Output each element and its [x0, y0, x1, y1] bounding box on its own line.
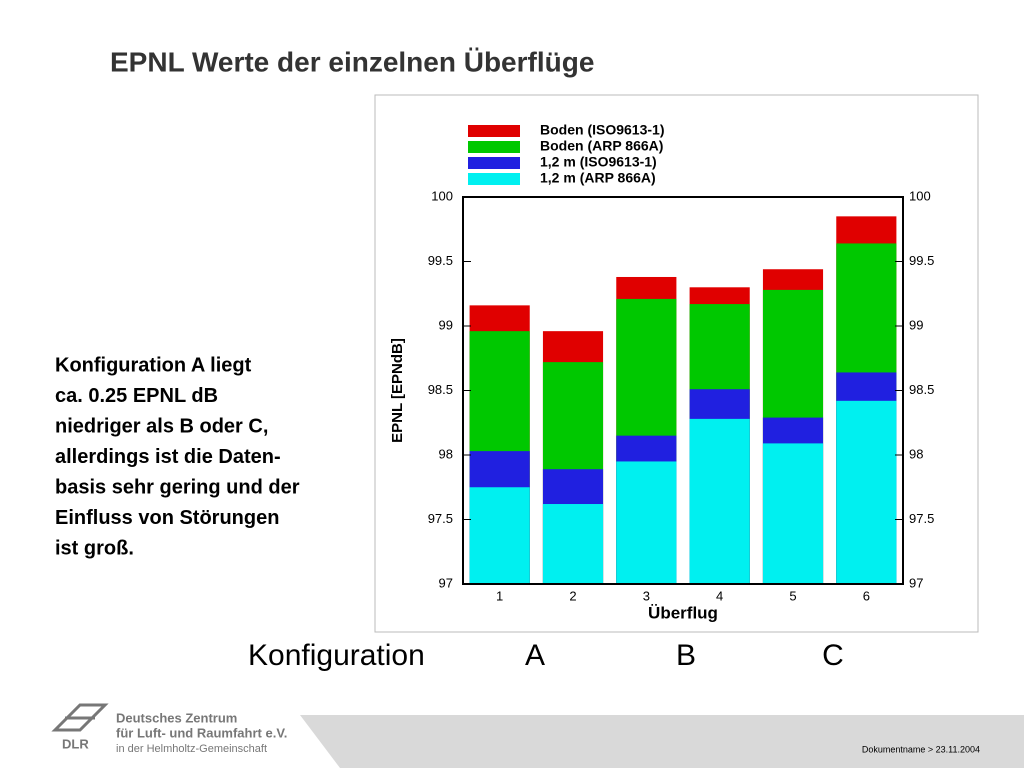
- x-axis-label: Überflug: [648, 603, 718, 622]
- y-tick-label: 98.5: [909, 382, 934, 397]
- legend-label: 1,2 m (ARP 866A): [540, 170, 656, 186]
- y-tick-label: 97: [909, 575, 923, 590]
- x-tick-label: 1: [496, 588, 503, 603]
- x-tick-label: 6: [863, 588, 870, 603]
- note-line: allerdings ist die Daten-: [55, 446, 281, 468]
- config-label: Konfiguration: [248, 639, 425, 672]
- note-line: ca. 0.25 EPNL dB: [55, 385, 218, 407]
- x-tick-label: 3: [643, 588, 650, 603]
- bar: [616, 461, 677, 584]
- logo-mark: [51, 703, 109, 732]
- y-axis-label: EPNL [EPNdB]: [389, 338, 406, 443]
- note-line: Konfiguration A liegt: [55, 354, 252, 376]
- footer-text: Dokumentname > 23.11.2004: [862, 744, 980, 754]
- logo-line: Deutsches Zentrum: [116, 710, 237, 725]
- bar: [542, 504, 604, 584]
- config-group: A: [525, 639, 545, 672]
- slide-title: EPNL Werte der einzelnen Überflüge: [110, 46, 594, 77]
- y-tick-label: 97.5: [428, 511, 453, 526]
- y-tick-label: 99: [439, 317, 453, 332]
- y-tick-label: 99.5: [909, 253, 934, 268]
- config-group: B: [676, 639, 696, 672]
- x-tick-label: 4: [716, 588, 723, 603]
- y-tick-label: 100: [909, 188, 931, 203]
- bar: [762, 443, 824, 584]
- legend-label: 1,2 m (ISO9613-1): [540, 154, 657, 170]
- note-line: basis sehr gering und der: [55, 476, 300, 498]
- footer-band: [300, 715, 1024, 768]
- legend-swatch: [468, 125, 520, 137]
- note-line: niedriger als B oder C,: [55, 415, 268, 437]
- logo-line: für Luft- und Raumfahrt e.V.: [116, 725, 287, 740]
- y-tick-label: 99: [909, 317, 923, 332]
- y-tick-label: 98: [909, 446, 923, 461]
- legend-swatch: [468, 173, 520, 185]
- bar: [689, 418, 750, 584]
- legend-label: Boden (ARP 866A): [540, 138, 663, 154]
- logo-short: DLR: [62, 736, 89, 751]
- logo: DLR Deutsches Zentrum für Luft- und Raum…: [51, 703, 287, 755]
- y-tick-label: 100: [431, 188, 453, 203]
- logo-line: in der Helmholtz-Gemeinschaft: [116, 743, 267, 755]
- legend-swatch: [468, 157, 520, 169]
- y-tick-label: 97: [439, 575, 453, 590]
- x-tick-label: 5: [789, 588, 796, 603]
- y-tick-label: 98.5: [428, 382, 453, 397]
- y-tick-label: 98: [439, 446, 453, 461]
- note-line: ist groß.: [55, 537, 134, 559]
- note-line: Einfluss von Störungen: [55, 507, 279, 529]
- y-tick-label: 97.5: [909, 511, 934, 526]
- bar: [836, 400, 897, 584]
- bar: [469, 487, 530, 584]
- x-tick-label: 2: [569, 588, 576, 603]
- legend-label: Boden (ISO9613-1): [540, 122, 664, 138]
- legend-swatch: [468, 141, 520, 153]
- config-group: C: [822, 639, 844, 672]
- y-tick-label: 99.5: [428, 253, 453, 268]
